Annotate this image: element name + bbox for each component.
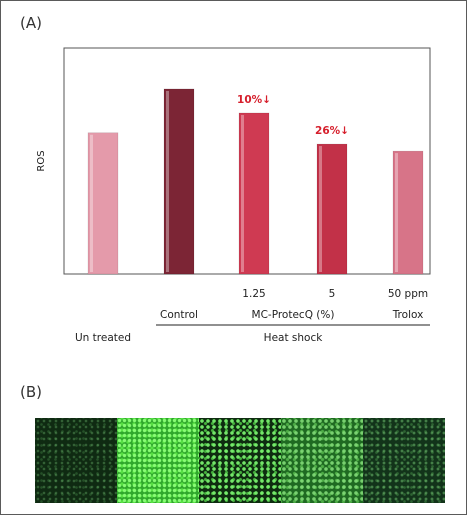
micrograph-panel-trolox: [363, 418, 445, 503]
plot-area: ROS 10%↓ 26%↓ 1.25 5 50 ppm Control MC-ProtecQ …: [36, 47, 431, 344]
fluorescence-micrograph-strip: [35, 418, 445, 503]
bar-3: [238, 112, 270, 275]
group-label-mc-protecq: MC-ProtecQ (%): [252, 309, 335, 321]
group-label-heat-shock: Heat shock: [264, 332, 324, 344]
annotation-2: 26%↓: [315, 125, 349, 137]
panel-label-a: (A): [20, 14, 42, 32]
tick-label-3: 1.25: [242, 288, 265, 300]
bar-5: [392, 150, 424, 275]
tick-label-5: 50 ppm: [388, 288, 428, 300]
tick-label-4: 5: [329, 288, 336, 300]
bar-2-highlight: [166, 90, 169, 273]
group-label-untreated: Un treated: [75, 332, 131, 344]
group-label-control: Control: [160, 309, 198, 321]
panel-label-b: (B): [20, 383, 42, 401]
bar-5-highlight: [395, 153, 398, 272]
annotation-1: 10%↓: [237, 94, 271, 106]
y-axis-label: ROS: [36, 150, 47, 171]
ros-bar-chart: ROS 10%↓ 26%↓ 1.25 5 50 ppm Control MC-ProtecQ …: [36, 47, 431, 344]
micrograph-panel-control: [117, 418, 199, 503]
bar-1-highlight: [90, 134, 93, 272]
bar-4: [316, 143, 348, 275]
bar-2: [163, 88, 195, 275]
micrograph-panel-mc-1-25: [199, 418, 281, 503]
bar-1: [87, 132, 119, 275]
bar-3-highlight: [241, 114, 244, 272]
bar-4-highlight: [319, 146, 322, 272]
micrograph-panel-untreated: [35, 418, 117, 503]
micrograph-panel-mc-5: [281, 418, 363, 503]
group-label-trolox: Trolox: [392, 309, 424, 321]
